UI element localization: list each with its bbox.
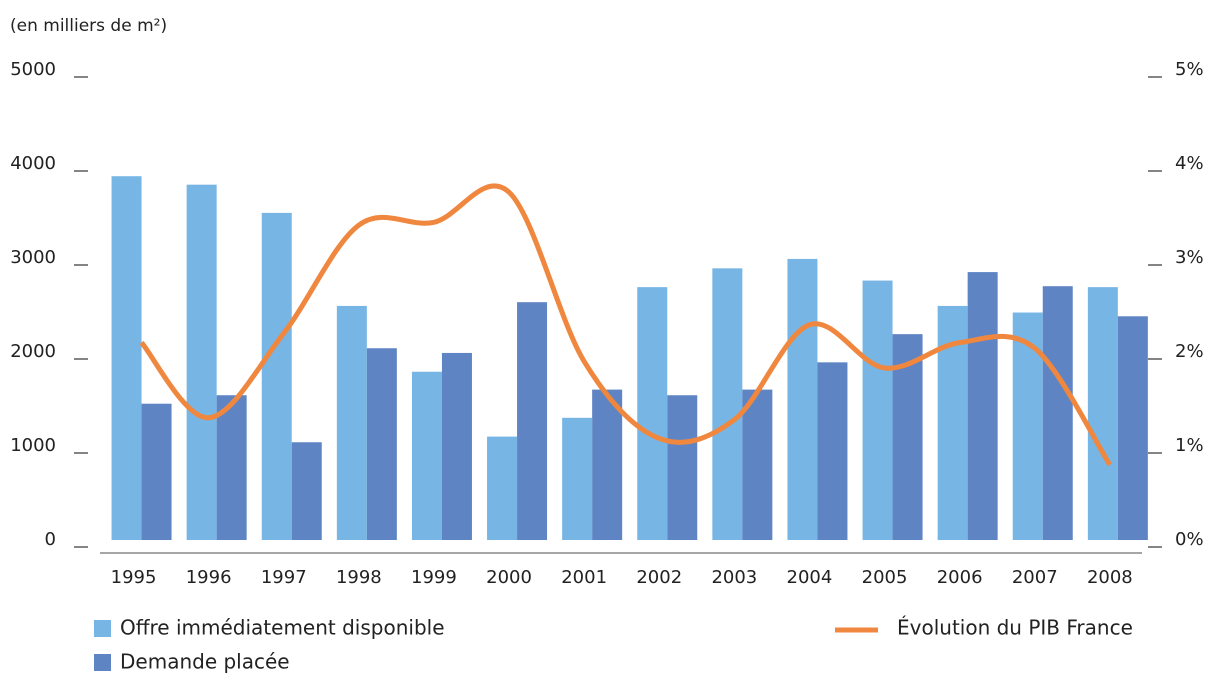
bar: [1012, 312, 1043, 540]
y-tick-label: 3000: [10, 247, 56, 268]
bar: [1117, 316, 1148, 540]
x-tick-label: 1998: [336, 567, 382, 588]
bar: [141, 403, 172, 540]
x-tick-label: 2003: [711, 567, 757, 588]
x-tick-label: 2005: [862, 567, 908, 588]
x-tick-label: 2001: [561, 567, 607, 588]
x-tick-label: 2006: [937, 567, 983, 588]
x-tick-label: 2002: [636, 567, 682, 588]
y-tick-label: 4000: [10, 153, 56, 174]
y2-tick-label: 4%: [1175, 153, 1204, 174]
x-tick-label: 2008: [1087, 567, 1133, 588]
bar: [186, 184, 217, 540]
legend-label: Offre immédiatement disponible: [120, 616, 445, 640]
y-tick-label: 1000: [10, 435, 56, 456]
legend-swatch: [94, 654, 111, 671]
bar: [1042, 286, 1073, 540]
line: [139, 183, 1112, 467]
bar: [517, 302, 548, 540]
bar: [787, 258, 818, 540]
bar: [216, 395, 247, 540]
y-axis-label: (en milliers de m²): [10, 16, 167, 36]
bar: [742, 389, 773, 540]
x-tick-label: 1999: [411, 567, 457, 588]
y2-tick-label: 2%: [1175, 341, 1204, 362]
x-tick-label: 1995: [111, 567, 157, 588]
legend-label: Évolution du PIB France: [897, 616, 1133, 640]
bar: [366, 348, 397, 540]
x-tick-label: 1997: [261, 567, 307, 588]
bar: [441, 352, 472, 540]
bar: [862, 280, 893, 540]
bar: [487, 436, 518, 540]
legend-swatch: [94, 620, 111, 637]
x-tick-label: 2007: [1012, 567, 1058, 588]
x-tick-label: 2004: [787, 567, 833, 588]
bar: [291, 442, 322, 540]
bar: [111, 176, 142, 540]
bar: [592, 389, 623, 540]
bar: [562, 417, 593, 540]
bar: [712, 268, 743, 540]
bar: [817, 362, 848, 540]
x-tick-label: 2000: [486, 567, 532, 588]
bar: [967, 272, 998, 540]
bar: [637, 287, 668, 540]
y-tick-label: 0: [45, 529, 56, 550]
y-tick-label: 5000: [10, 59, 56, 80]
y2-tick-label: 0%: [1175, 529, 1204, 550]
y2-tick-label: 5%: [1175, 59, 1204, 80]
y-tick-label: 2000: [10, 341, 56, 362]
y2-tick-label: 1%: [1175, 435, 1204, 456]
x-tick-label: 1996: [186, 567, 232, 588]
bar: [1087, 287, 1118, 540]
y2-tick-label: 3%: [1175, 247, 1204, 268]
bar: [336, 305, 367, 540]
legend-label: Demande placée: [120, 650, 290, 673]
bar: [261, 212, 292, 540]
bar: [667, 395, 698, 540]
bar: [411, 371, 442, 540]
